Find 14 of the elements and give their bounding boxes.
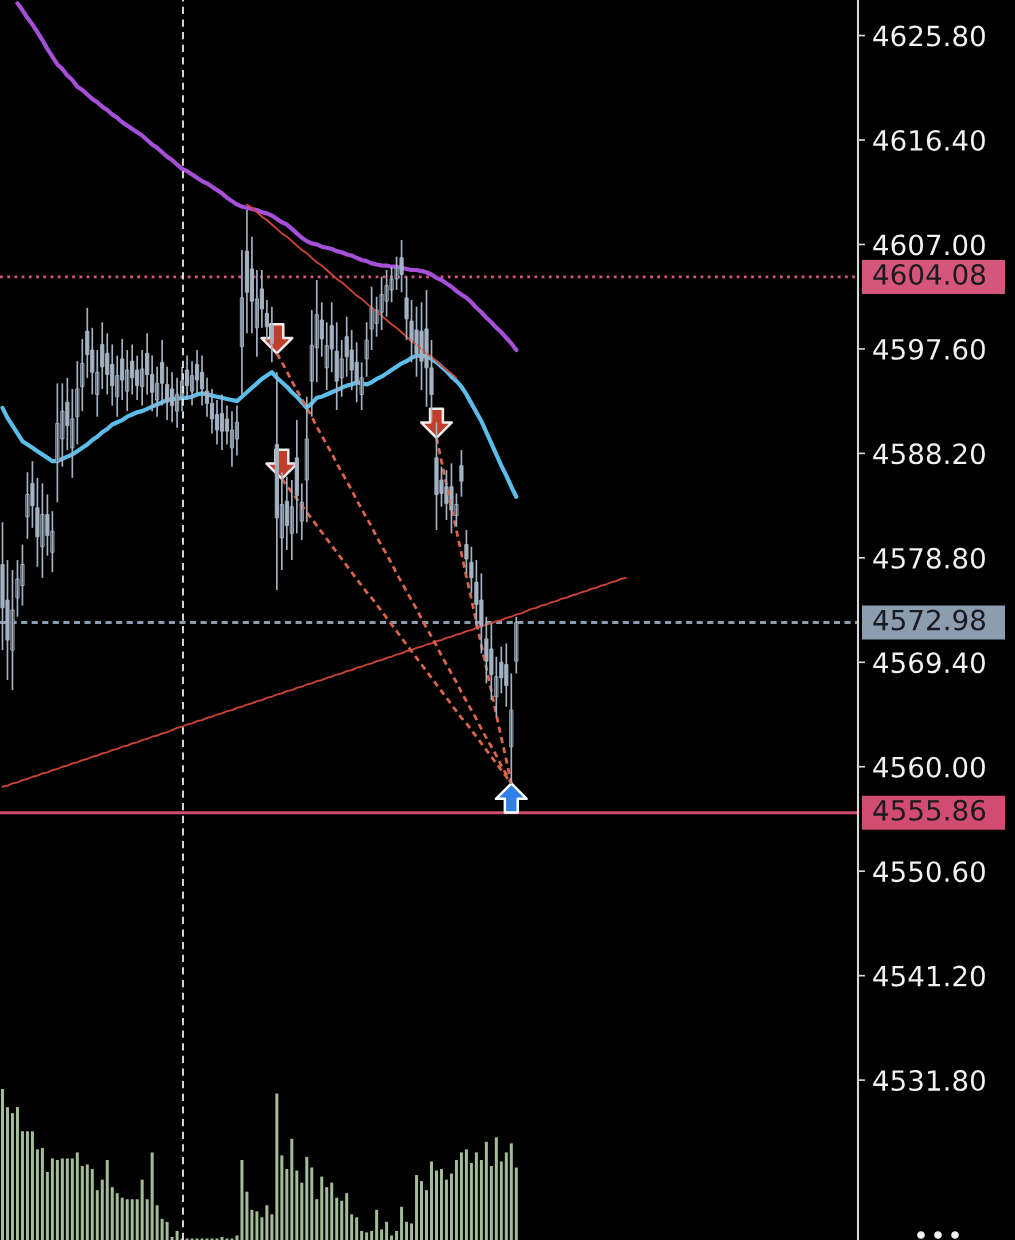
y-tick-label: 4560.00: [873, 756, 985, 778]
y-tick-label: 4597.60: [873, 338, 985, 360]
y-tick-label: 4569.40: [873, 652, 985, 674]
ref-line-label: 4555.86: [873, 799, 986, 821]
y-tick-label: 4531.80: [873, 1070, 985, 1092]
y-tick-label: 4616.40: [873, 129, 985, 151]
y-tick-label: 4550.60: [873, 861, 985, 883]
ref-line-label: 4572.98: [873, 609, 985, 631]
y-tick-label: 4625.80: [873, 25, 985, 47]
y-tick-label: 4541.20: [873, 965, 985, 987]
ref-line-label: 4604.08: [873, 263, 985, 285]
y-tick-label: 4607.00: [873, 234, 985, 256]
y-tick-label: 4578.80: [873, 547, 985, 569]
y-tick-label: 4588.20: [873, 443, 985, 465]
